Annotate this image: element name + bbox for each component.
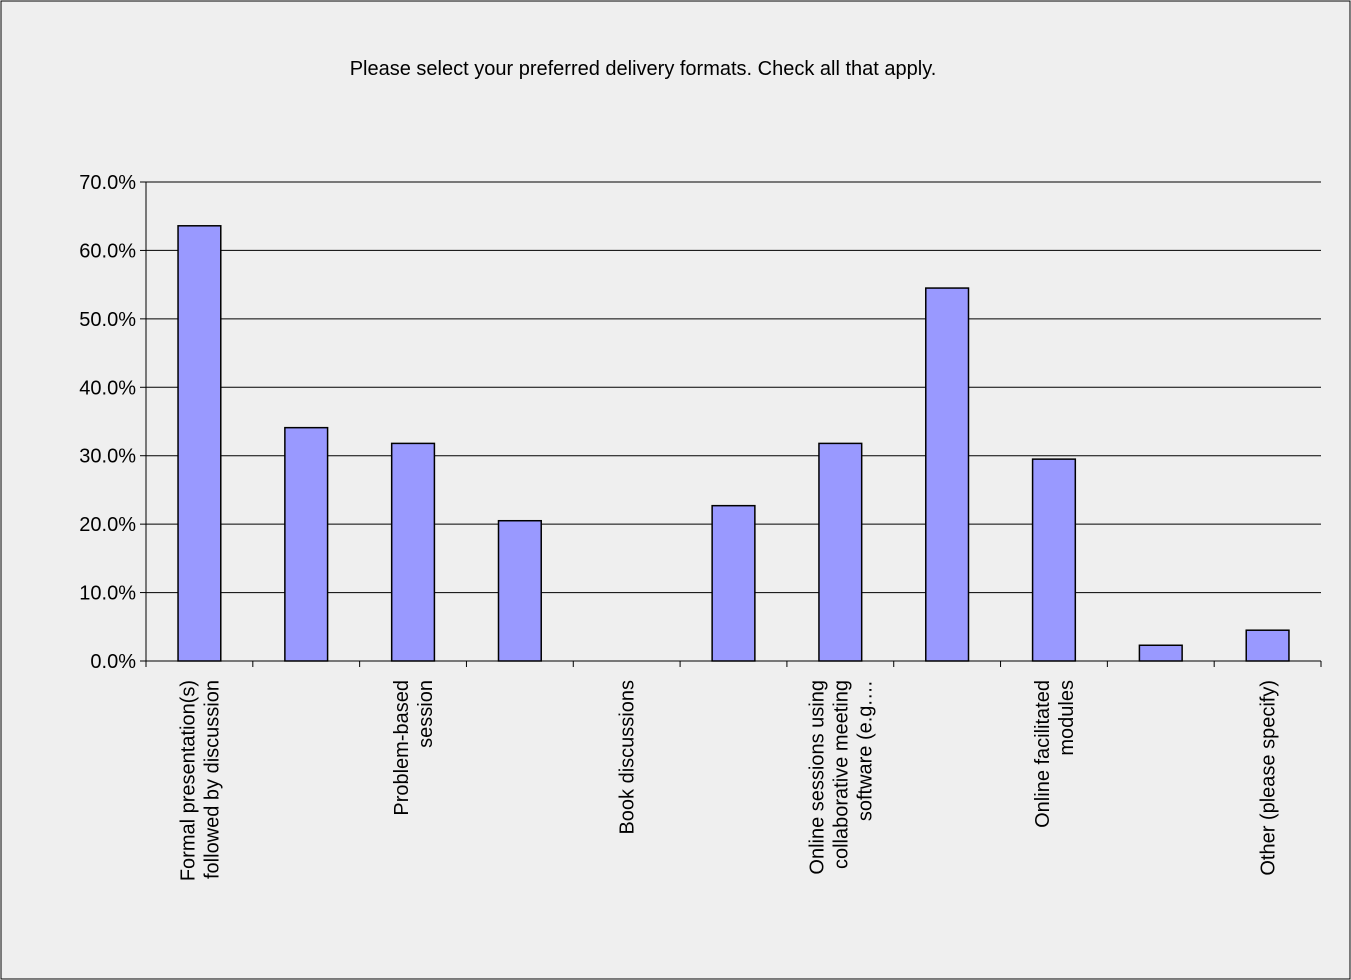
bar <box>497 519 542 662</box>
x-tick-label: software (e.g.… <box>854 680 876 821</box>
x-tick-label: collaborative meeting <box>830 680 852 869</box>
y-tick-label: 30.0% <box>79 446 136 468</box>
x-tick-label: Book discussions <box>617 680 639 835</box>
bar <box>1031 458 1077 662</box>
y-tick-label: 40.0% <box>79 377 136 399</box>
bar <box>711 504 756 662</box>
y-tick-label: 0.0% <box>90 651 136 673</box>
x-tick-label: Online facilitated <box>1032 680 1054 828</box>
bar <box>1245 629 1290 662</box>
x-tick-label: Other (please specify) <box>1258 680 1280 876</box>
x-tick-label: Formal presentation(s) <box>177 680 199 881</box>
x-tick-label: modules <box>1056 680 1078 756</box>
y-tick-label: 10.0% <box>79 583 136 605</box>
y-tick-label: 60.0% <box>79 240 136 262</box>
x-tick-label: session <box>415 680 437 748</box>
bar <box>390 442 436 662</box>
x-tick-label: Online sessions using <box>806 680 828 875</box>
bar <box>818 442 863 662</box>
bar <box>284 426 329 662</box>
x-tick-label: Problem-based <box>391 680 413 816</box>
y-tick-label: 70.0% <box>79 172 136 194</box>
y-tick-label: 20.0% <box>79 514 136 536</box>
y-tick-label: 50.0% <box>79 309 136 331</box>
bar <box>1138 644 1183 662</box>
chart-title: Please select your preferred delivery fo… <box>350 58 937 80</box>
bar <box>177 225 222 662</box>
x-tick-label: followed by discussion <box>201 680 223 879</box>
bar <box>925 287 970 662</box>
